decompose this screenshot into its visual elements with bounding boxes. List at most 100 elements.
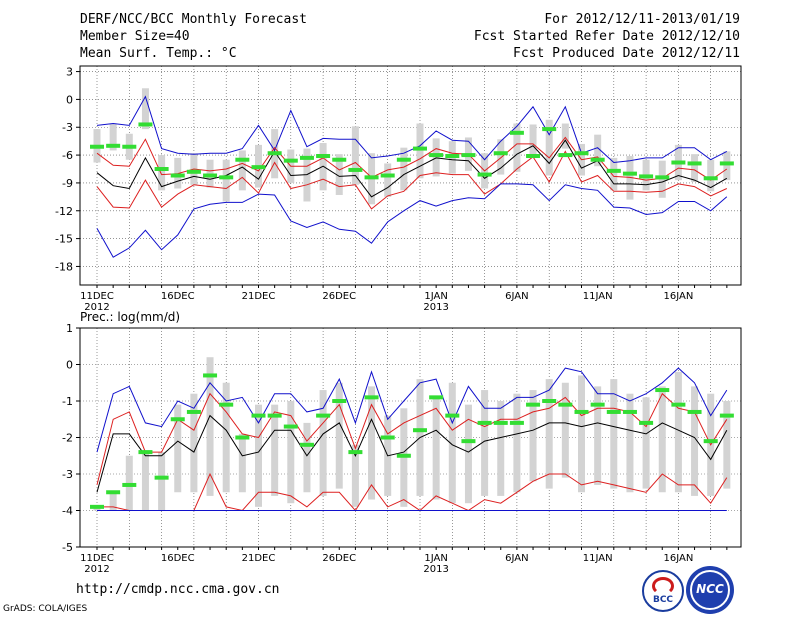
temperature-xtick-label: 11JAN: [583, 291, 613, 302]
precipitation-median-mark: [186, 409, 201, 414]
temperature-box: [513, 123, 521, 172]
grads-credit: GrADS: COLA/IGES: [3, 604, 88, 614]
temperature-median-mark: [106, 143, 121, 148]
temperature-median-mark: [283, 158, 298, 163]
precipitation-ytick-label: -5: [62, 541, 73, 554]
precipitation-median-mark: [606, 409, 621, 414]
precipitation-median-mark: [332, 399, 347, 403]
temperature-median-mark: [606, 168, 621, 173]
temperature-series-ensemble-max: [96, 95, 728, 164]
forecast-produced-label: Fcst Produced Date 2012/12/11: [513, 46, 740, 61]
precipitation-median-mark: [122, 482, 137, 487]
precipitation-box: [238, 433, 246, 493]
precipitation-median-mark: [170, 417, 185, 422]
temperature-median-mark: [186, 169, 201, 174]
precipitation-median-mark: [542, 399, 557, 403]
precipitation-box: [109, 492, 117, 511]
precipitation-median-mark: [267, 413, 282, 418]
precipitation-median-mark: [461, 439, 476, 444]
precipitation-box: [578, 375, 585, 493]
temperature-ytick-label: -9: [62, 177, 73, 190]
precipitation-median-mark: [235, 435, 250, 440]
temperature-box: [723, 151, 731, 181]
precipitation-box: [561, 382, 569, 478]
precipitation-median-mark: [509, 420, 524, 425]
temperature-median-mark: [687, 161, 702, 166]
precipitation-box: [464, 404, 472, 504]
temperature-frame: [79, 65, 742, 286]
chart-title: DERF/NCC/BCC Monthly Forecast: [80, 12, 307, 27]
temperature-box: [529, 124, 537, 158]
precipitation-median-mark: [622, 409, 637, 414]
precipitation-box: [271, 404, 279, 496]
temperature-xtick-label: 11DEC: [80, 291, 114, 302]
temperature-median-mark: [122, 144, 137, 149]
precipitation-box: [368, 386, 376, 500]
temperature-xtick-label: 26DEC: [322, 291, 356, 302]
ncc-ring-icon: [690, 570, 730, 610]
precipitation-box: [642, 397, 650, 489]
precipitation-median-mark: [299, 442, 314, 447]
precipitation-box: [545, 379, 553, 489]
precipitation-xtick-label: 1JAN: [424, 553, 447, 564]
precipitation-box: [287, 401, 295, 504]
precipitation-median-mark: [477, 420, 492, 425]
temperature-xtick-label: 1JAN: [424, 291, 447, 302]
variable-label: Mean Surf. Temp.: °C: [80, 46, 237, 61]
temperature-median-mark: [477, 172, 492, 177]
temperature-box: [561, 123, 569, 149]
precipitation-median-mark: [154, 475, 169, 480]
temperature-median-mark: [316, 154, 331, 159]
temperature-box: [594, 134, 602, 167]
precipitation-series-mean-plus-sd: [96, 392, 728, 486]
temperature-median-mark: [396, 157, 411, 162]
precipitation-box: [222, 382, 230, 493]
source-url[interactable]: http://cmdp.ncc.cma.gov.cn: [76, 582, 280, 597]
temperature-median-mark: [348, 167, 363, 172]
temperature-box: [610, 157, 618, 191]
precipitation-box: [658, 386, 666, 493]
temperature-median-mark: [703, 176, 718, 181]
temperature-median-mark: [219, 175, 234, 180]
precipitation-box: [351, 444, 359, 507]
precipitation-xtick-label: 11JAN: [583, 553, 613, 564]
temperature-median-mark: [639, 174, 654, 179]
temperature-xtick-label: 16DEC: [161, 291, 195, 302]
temperature-median-mark: [493, 151, 508, 156]
precipitation-box: [206, 357, 214, 496]
precipitation-box: [448, 382, 456, 504]
temperature-median-mark: [332, 157, 347, 162]
temperature-box: [691, 154, 699, 182]
member-size-label: Member Size=40: [80, 29, 190, 44]
precipitation-ytick-label: -2: [62, 432, 73, 445]
precipitation-median-mark: [687, 409, 702, 414]
precipitation-box: [158, 452, 166, 511]
temperature-median-mark: [671, 160, 686, 165]
precipitation-median-mark: [413, 428, 427, 433]
bcc-logo-text: BCC: [652, 595, 674, 605]
precipitation-median-mark: [316, 413, 331, 418]
temperature-median-mark: [251, 165, 266, 170]
temperature-xtick-year: 2012: [84, 302, 109, 313]
temperature-median-mark: [299, 155, 314, 160]
precipitation-box: [481, 390, 489, 496]
precipitation-box: [497, 401, 505, 496]
precipitation-median-mark: [719, 413, 734, 418]
precipitation-median-mark: [671, 402, 686, 407]
precipitation-box: [674, 371, 682, 493]
precipitation-box: [610, 379, 618, 489]
precipitation-xtick-year: 2012: [84, 564, 109, 575]
temperature-median-mark: [719, 161, 734, 166]
temperature-ytick-label: -18: [55, 260, 73, 273]
temperature-ytick-label: -3: [62, 121, 73, 134]
temperature-median-mark: [154, 167, 169, 172]
precipitation-median-mark: [429, 395, 444, 400]
precipitation-xtick-label: 16DEC: [161, 553, 195, 564]
precipitation-xtick-label: 11DEC: [80, 553, 114, 564]
temperature-series-ensemble-min: [96, 183, 728, 258]
temperature-box: [497, 139, 505, 175]
precipitation-median-mark: [445, 413, 460, 418]
temperature-median-mark: [203, 173, 218, 178]
precipitation-xtick-label: 26DEC: [322, 553, 356, 564]
